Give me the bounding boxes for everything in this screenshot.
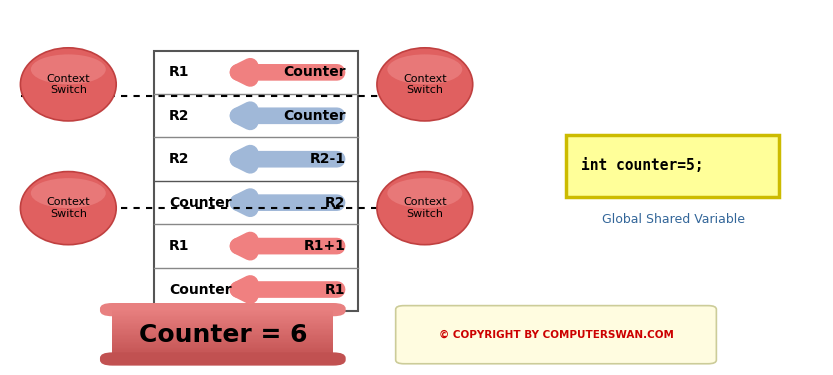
FancyBboxPatch shape (112, 340, 333, 342)
FancyBboxPatch shape (112, 338, 333, 340)
Ellipse shape (387, 178, 462, 208)
Text: Counter: Counter (283, 109, 346, 123)
FancyBboxPatch shape (112, 319, 333, 321)
Text: Counter: Counter (169, 282, 232, 297)
FancyBboxPatch shape (112, 326, 333, 328)
Ellipse shape (387, 54, 462, 84)
FancyBboxPatch shape (112, 316, 333, 318)
FancyBboxPatch shape (112, 321, 333, 323)
FancyBboxPatch shape (112, 344, 333, 346)
FancyBboxPatch shape (112, 356, 333, 357)
Ellipse shape (20, 172, 116, 245)
Text: int counter=5;: int counter=5; (581, 158, 703, 173)
FancyBboxPatch shape (112, 318, 333, 320)
FancyBboxPatch shape (112, 349, 333, 351)
FancyBboxPatch shape (112, 348, 333, 350)
FancyBboxPatch shape (112, 310, 333, 312)
FancyBboxPatch shape (112, 335, 333, 337)
FancyBboxPatch shape (112, 314, 333, 316)
FancyBboxPatch shape (112, 324, 333, 326)
Text: Counter: Counter (169, 196, 232, 210)
Text: R1+1: R1+1 (304, 239, 346, 253)
FancyBboxPatch shape (112, 315, 333, 317)
FancyBboxPatch shape (112, 322, 333, 324)
Text: Context
Switch: Context Switch (47, 197, 90, 219)
FancyBboxPatch shape (112, 357, 333, 359)
FancyBboxPatch shape (566, 135, 779, 197)
FancyBboxPatch shape (100, 303, 346, 316)
Ellipse shape (20, 48, 116, 121)
Ellipse shape (31, 54, 106, 84)
FancyBboxPatch shape (112, 336, 333, 339)
FancyBboxPatch shape (112, 343, 333, 345)
Text: Global Shared Variable: Global Shared Variable (601, 213, 745, 226)
Text: R2: R2 (325, 196, 346, 210)
Text: Context
Switch: Context Switch (403, 197, 446, 219)
Text: R1: R1 (325, 282, 346, 297)
FancyBboxPatch shape (112, 325, 333, 327)
FancyBboxPatch shape (112, 342, 333, 344)
FancyBboxPatch shape (112, 353, 333, 355)
FancyBboxPatch shape (112, 333, 333, 334)
Text: © COPYRIGHT BY COMPUTERSWAN.COM: © COPYRIGHT BY COMPUTERSWAN.COM (439, 330, 673, 340)
Text: R2: R2 (169, 109, 190, 123)
FancyBboxPatch shape (112, 345, 333, 347)
FancyBboxPatch shape (112, 352, 333, 354)
Text: R1: R1 (169, 239, 190, 253)
FancyBboxPatch shape (112, 311, 333, 313)
Ellipse shape (377, 172, 472, 245)
Ellipse shape (31, 178, 106, 208)
Text: Context
Switch: Context Switch (403, 74, 446, 95)
FancyBboxPatch shape (100, 352, 346, 366)
Text: R2: R2 (169, 152, 190, 166)
FancyBboxPatch shape (112, 354, 333, 356)
Text: Context
Switch: Context Switch (47, 74, 90, 95)
FancyBboxPatch shape (112, 332, 333, 333)
Text: R1: R1 (169, 65, 190, 80)
FancyBboxPatch shape (112, 334, 333, 336)
Text: Counter: Counter (283, 65, 346, 80)
FancyBboxPatch shape (112, 346, 333, 349)
FancyBboxPatch shape (112, 329, 333, 331)
FancyBboxPatch shape (112, 312, 333, 314)
FancyBboxPatch shape (112, 350, 333, 352)
FancyBboxPatch shape (112, 328, 333, 330)
Text: Counter = 6: Counter = 6 (138, 322, 307, 346)
FancyBboxPatch shape (396, 306, 716, 364)
Ellipse shape (377, 48, 472, 121)
FancyBboxPatch shape (112, 320, 333, 322)
Text: R2-1: R2-1 (310, 152, 346, 166)
FancyBboxPatch shape (112, 330, 333, 332)
FancyBboxPatch shape (154, 51, 358, 311)
FancyBboxPatch shape (112, 339, 333, 341)
